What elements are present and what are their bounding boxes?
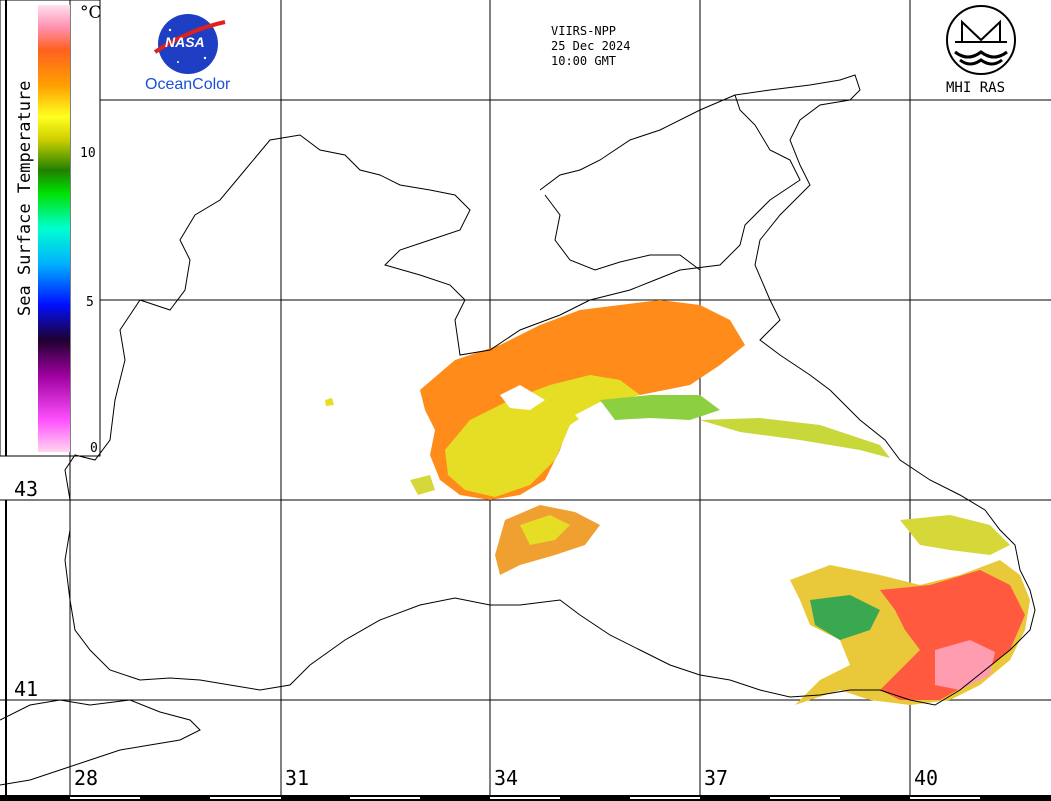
nasa-logo-text: NASA <box>165 34 205 50</box>
time-label: 10:00 GMT <box>551 54 617 68</box>
lon-label-34: 34 <box>494 766 519 790</box>
image-header: VIIRS-NPP 25 Dec 2024 10:00 GMT <box>551 24 630 69</box>
sensor-label: VIIRS-NPP <box>551 24 617 38</box>
lat-label-43: 43 <box>14 477 39 501</box>
mhi-ras-text: MHI RAS <box>946 80 1006 96</box>
lon-label-28: 28 <box>74 766 99 790</box>
oceancolor-text: OceanColor <box>145 76 231 93</box>
lat-label-41: 41 <box>14 677 39 701</box>
mhi-logo <box>946 5 1016 75</box>
legend-tick-0: 0 <box>90 441 98 456</box>
date-label: 25 Dec 2024 <box>551 39 631 53</box>
sst-field <box>325 300 1030 705</box>
lon-label-37: 37 <box>704 766 729 790</box>
legend-unit: °C <box>80 3 102 23</box>
coastline <box>64 74 1036 706</box>
lon-label-40: 40 <box>914 766 939 790</box>
legend-tick-10: 10 <box>80 146 96 161</box>
legend-title: Sea Surface Temperature <box>15 80 35 316</box>
nasa-logo <box>153 14 226 74</box>
lon-label-31: 31 <box>285 766 310 790</box>
legend-colorbar <box>38 5 70 452</box>
legend-tick-5: 5 <box>86 295 94 310</box>
